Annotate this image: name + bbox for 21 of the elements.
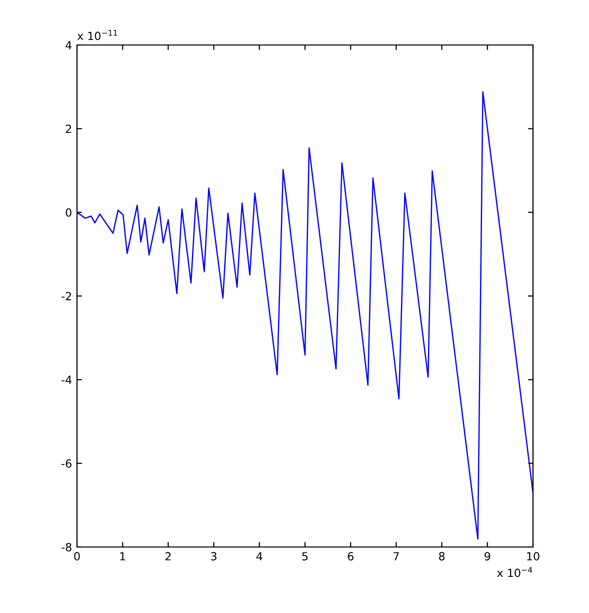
- x-tick-label: 6: [348, 552, 354, 560]
- text: x 10$^{−11}$: [77, 30, 118, 40]
- x-tick-label: 2: [165, 552, 171, 560]
- y-tick-label: -2: [62, 292, 72, 300]
- x-tick-label: 5: [302, 552, 308, 560]
- x-tick-label: 10: [527, 552, 540, 560]
- x-tick-label: 3: [211, 552, 216, 560]
- x-tick-label: 1: [120, 552, 126, 560]
- y-tick-label: -6: [62, 459, 72, 468]
- x-tick-label: 7: [394, 552, 399, 560]
- y-tick-label: 2: [66, 124, 72, 133]
- line-series: [77, 91, 533, 540]
- y-tick-label: 0: [66, 208, 72, 217]
- y-tick-label: 4: [66, 41, 72, 50]
- x-tick-label: 9: [484, 552, 490, 560]
- text: x 10$^{−4}$: [497, 567, 532, 578]
- x-tick-label: 8: [439, 552, 445, 560]
- x-tick-label: 0: [74, 552, 80, 560]
- x-tick-label: 4: [256, 552, 262, 560]
- y-tick-label: -8: [62, 542, 72, 552]
- y-tick-label: -4: [62, 376, 72, 384]
